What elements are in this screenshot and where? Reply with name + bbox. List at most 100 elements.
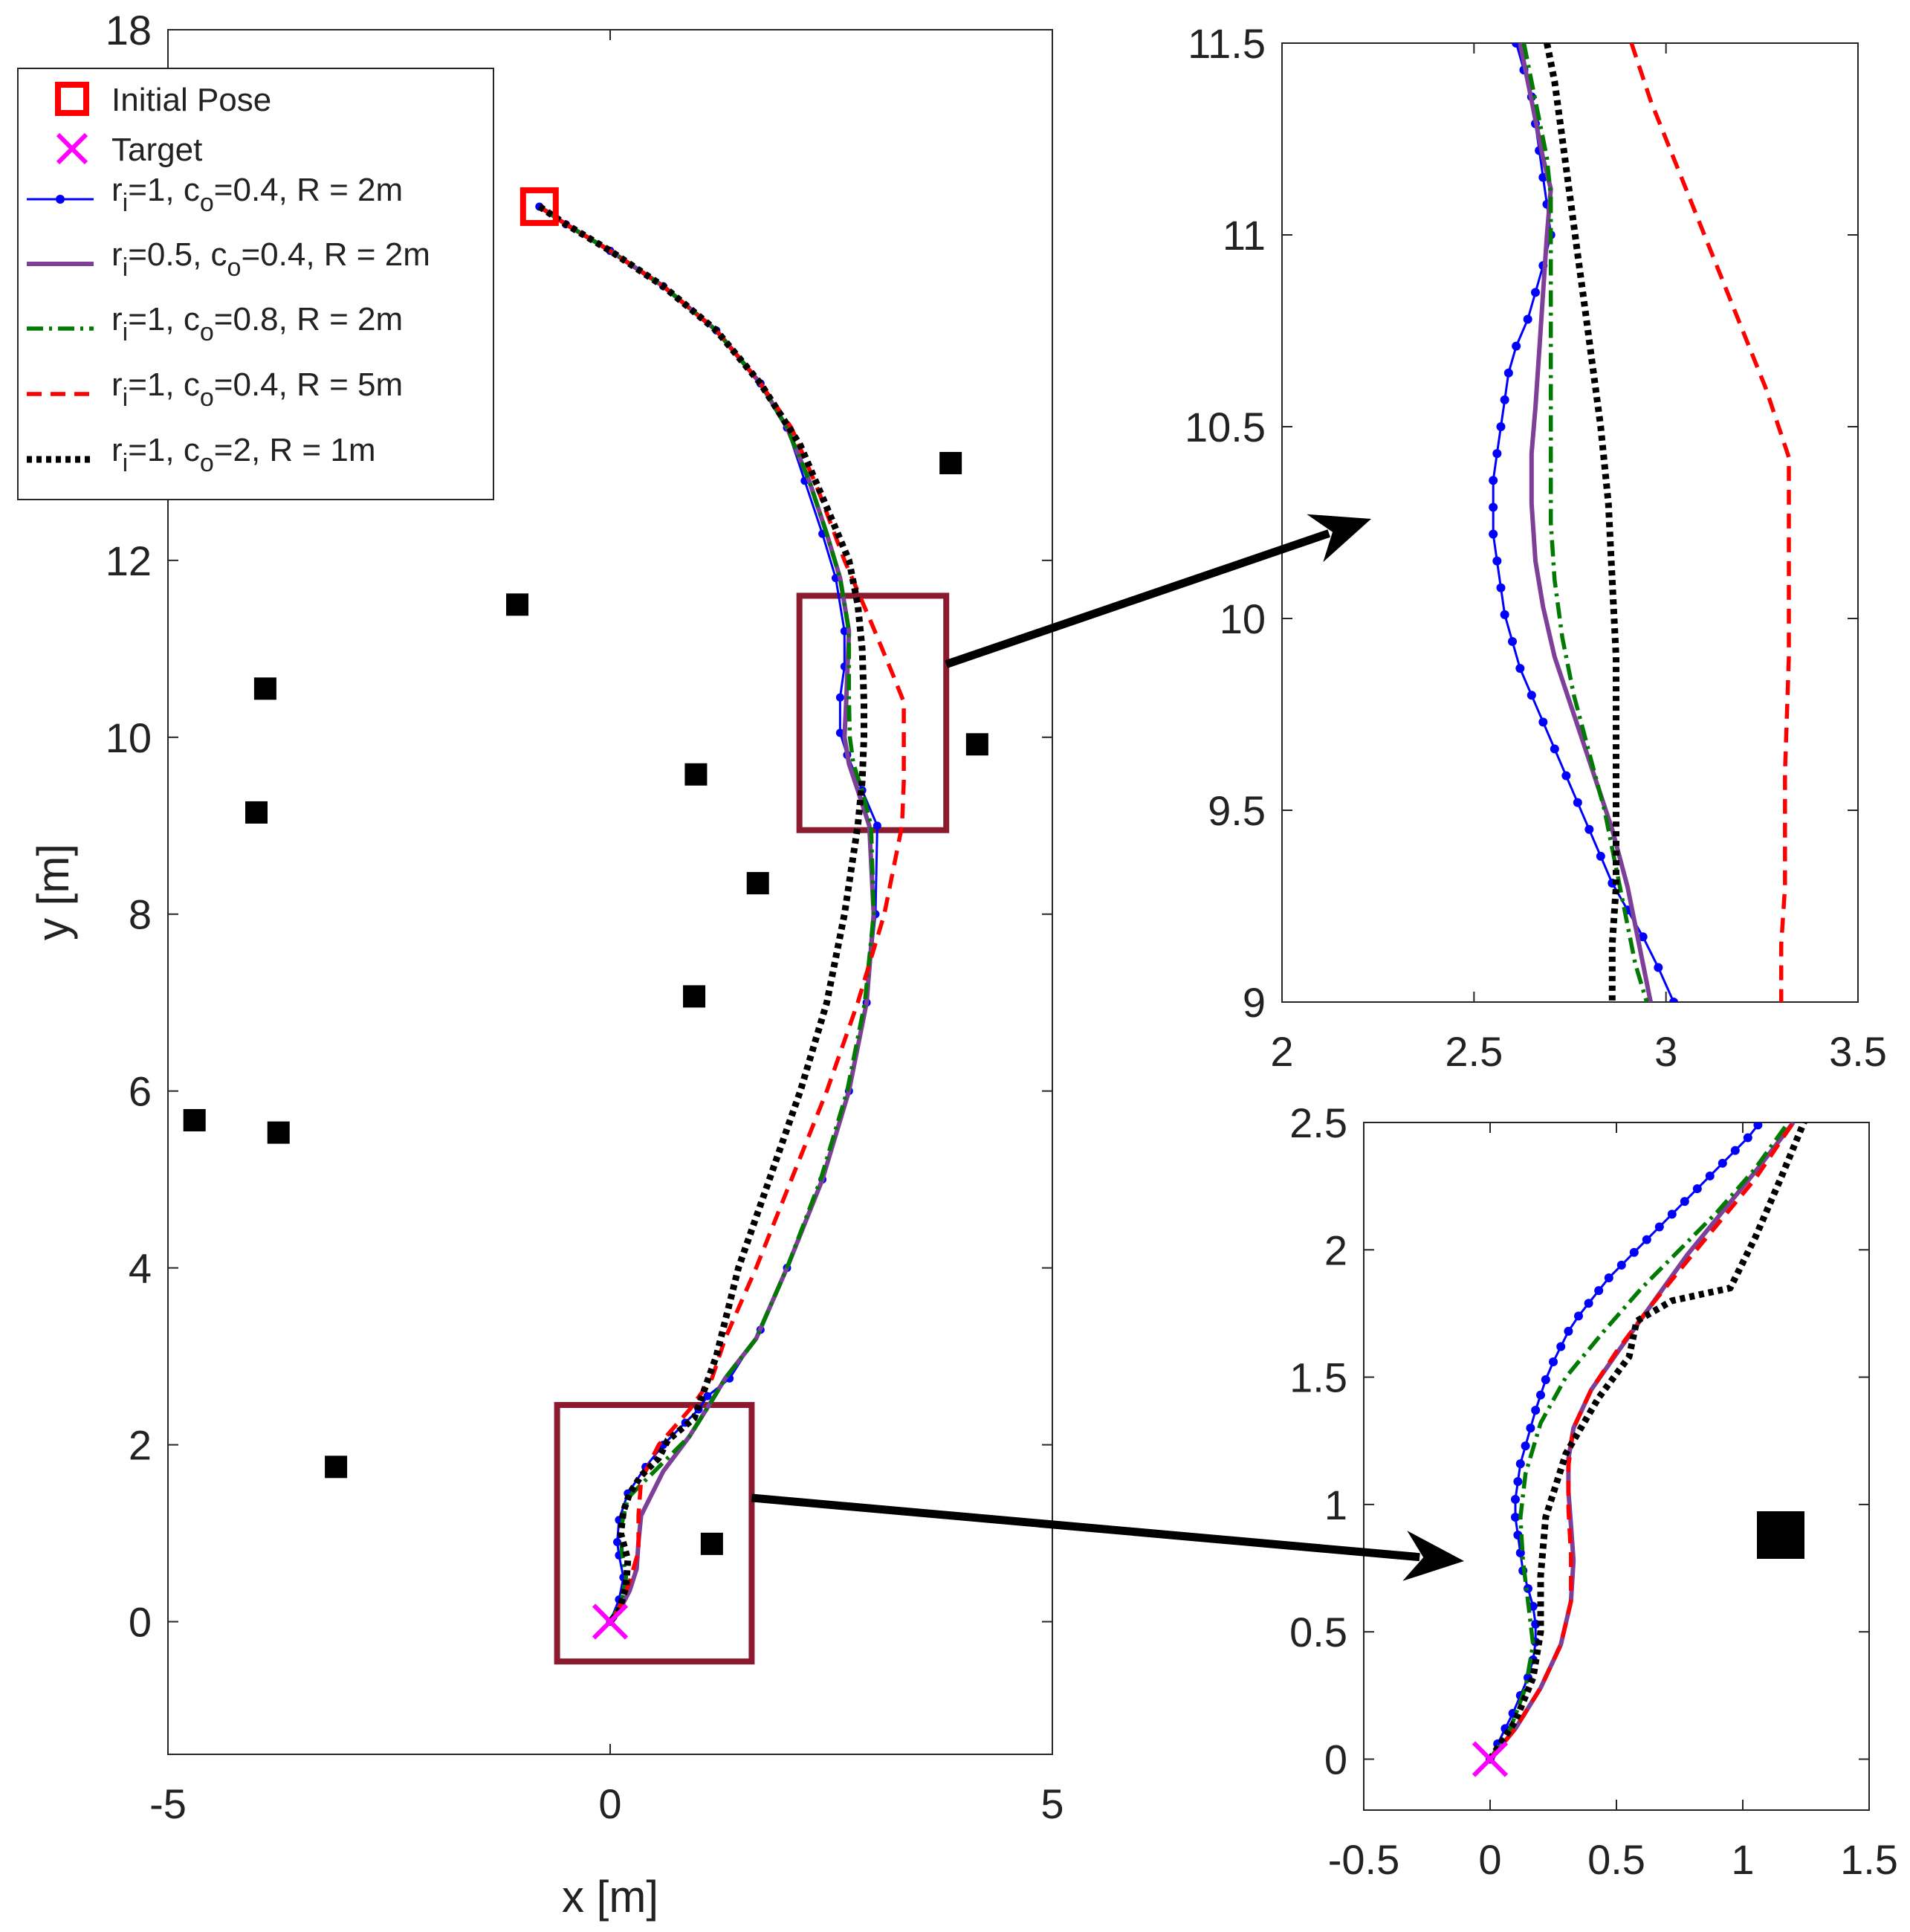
legend-text-part: =: [214, 432, 233, 468]
series-blue-marker: [1508, 636, 1517, 646]
x-tick-label: 5: [1040, 1780, 1064, 1827]
series-blue-marker: [1496, 583, 1506, 592]
y-tick-label: 10: [106, 714, 152, 761]
series-blue-marker: [1564, 1326, 1573, 1336]
series-blue-line: [1492, 43, 1675, 1002]
series-blue-marker: [1496, 422, 1506, 431]
series-blue-marker: [1654, 963, 1663, 972]
legend-text-part: =: [128, 432, 147, 468]
series-blue-marker: [1511, 1513, 1520, 1522]
legend-text-part: r: [111, 432, 123, 468]
y-tick-label: 9: [1243, 979, 1266, 1026]
legend-label: ri=1, co=0.4, R = 2m: [111, 172, 403, 217]
series-blue-marker: [1489, 476, 1498, 485]
series-blue-marker: [835, 728, 844, 737]
legend-param-r: 0.5: [147, 236, 192, 273]
series-blue-marker: [1541, 1375, 1550, 1385]
obstacle: [965, 733, 988, 756]
y-tick-label: 6: [129, 1068, 152, 1115]
legend-text-part: =: [214, 172, 233, 208]
legend-subscript: o: [200, 189, 214, 217]
legend-target-swatch: [56, 132, 88, 165]
series-blue-marker: [1492, 556, 1502, 566]
series-blue-marker: [1753, 1122, 1763, 1130]
y-tick-label: 11.5: [1188, 20, 1266, 67]
legend-param-c: 2: [233, 432, 250, 468]
target-marker: [1472, 1741, 1509, 1777]
obstacle: [183, 1108, 206, 1131]
series-blue-marker: [1654, 1222, 1664, 1232]
legend-label: ri=0.5, co=0.4, R = 2m: [111, 236, 430, 282]
series-blue-marker: [1556, 1342, 1566, 1351]
series-blue-marker: [1503, 368, 1513, 378]
target-marker: [592, 1603, 629, 1640]
series-black-line: [1544, 43, 1619, 1002]
legend-item-purple: ri=0.5, co=0.4, R = 2m: [27, 236, 430, 282]
obstacle: [267, 1121, 290, 1144]
legend-item-initial: Initial Pose: [55, 82, 271, 118]
legend-param-R: 2m: [357, 301, 403, 337]
legend-text-part: =: [241, 236, 260, 273]
legend-param-r: 1: [147, 172, 165, 208]
zoom-arrow-head: [1402, 1531, 1464, 1581]
y-tick-label: 10.5: [1185, 404, 1266, 450]
obstacle: [1757, 1511, 1804, 1559]
legend-subscript: i: [123, 449, 129, 477]
y-tick-label: 2: [129, 1422, 152, 1469]
target-stroke: [1472, 1741, 1509, 1777]
zoom-lower-plot: -0.5 0 0.5 1 1.5 0 0.5 1 1.5 2 2.5: [1289, 1099, 1898, 1883]
series-blue-marker: [1638, 932, 1648, 942]
legend-text-part: , c: [192, 236, 227, 273]
legend-subscript: i: [123, 189, 129, 217]
series-layer: [1486, 1122, 1808, 1764]
series-blue-marker: [1561, 771, 1571, 781]
series-blue-marker: [1523, 314, 1532, 324]
y-tick-label: 12: [106, 537, 152, 584]
y-tick-label: 1.5: [1289, 1354, 1347, 1401]
legend-text-part: , c: [165, 301, 199, 337]
series-blue-marker: [703, 1392, 712, 1400]
x-tick-label: 0: [598, 1780, 621, 1827]
legend-text-part: , R =: [251, 432, 330, 468]
legend-text-part: r: [111, 172, 123, 208]
zoom-arrow-head: [1307, 514, 1371, 563]
series-blue-marker: [1629, 1247, 1639, 1257]
zoom-arrows: [751, 514, 1464, 1581]
obstacle: [700, 1532, 723, 1555]
legend-param-R: 1m: [330, 432, 375, 468]
legend-subscript: o: [200, 318, 214, 346]
x-tick-label: -5: [149, 1780, 187, 1827]
legend-item-black: ri=1, co=2, R = 1m: [27, 432, 375, 477]
x-tick-label: 2: [1270, 1028, 1293, 1075]
legend-text-part: =: [128, 172, 147, 208]
legend-param-r: 1: [147, 366, 165, 403]
obstacle: [746, 872, 769, 895]
legend-swatch-marker: [56, 195, 65, 204]
y-tick-label: 0.5: [1289, 1609, 1347, 1655]
legend-text-part: , c: [165, 432, 199, 468]
legend-param-r: 1: [147, 301, 165, 337]
zoom-box-lower: [554, 1402, 755, 1665]
series-green-line: [1488, 1122, 1790, 1761]
legend-text-part: , R =: [279, 301, 357, 337]
legend-param-r: 1: [147, 432, 165, 468]
zoom-upper-plot: 2 2.5 3 3.5 9 9.5 10 10.5 11 11.5: [1185, 20, 1887, 1075]
legend-param-c: 0.4: [260, 236, 305, 273]
series-blue-marker: [1536, 1390, 1545, 1400]
series-blue-marker: [613, 1537, 622, 1546]
y-tick-label: 8: [129, 891, 152, 938]
series-blue-marker: [1574, 1311, 1583, 1321]
legend-text-part: , c: [165, 366, 199, 403]
series-blue-marker: [1489, 529, 1498, 539]
legend-item-blue: ri=1, co=0.4, R = 2m: [27, 172, 403, 217]
obstacle: [684, 763, 708, 786]
y-tick-label: 11: [1223, 212, 1266, 259]
legend-text-part: =: [128, 301, 147, 337]
series-blue-marker: [1584, 1299, 1593, 1308]
series-blue-marker: [1492, 449, 1502, 459]
x-tick-label: 1: [1731, 1836, 1754, 1883]
legend-text-part: , R =: [305, 236, 384, 273]
legend-param-R: 2m: [357, 172, 403, 208]
